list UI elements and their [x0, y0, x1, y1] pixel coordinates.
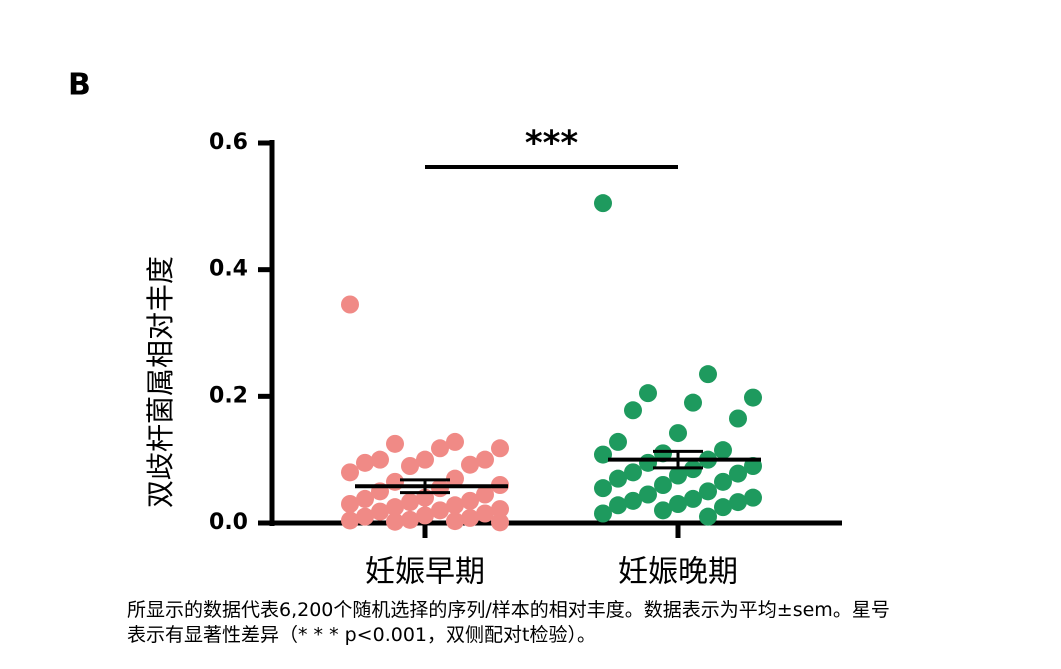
data-point: [594, 504, 612, 523]
data-point: [624, 463, 642, 482]
data-point: [416, 506, 434, 525]
data-point: [729, 409, 747, 428]
data-point: [609, 496, 627, 515]
caption: 所显示的数据代表6,200个随机选择的序列/样本的相对丰度。数据表示为平均±se…: [127, 598, 1057, 648]
data-point: [446, 496, 464, 515]
data-point: [609, 432, 627, 451]
data-point: [654, 476, 672, 494]
data-point: [594, 445, 612, 464]
data-point: [386, 512, 404, 531]
data-point: [416, 450, 434, 469]
data-point: [491, 500, 509, 519]
caption-line: 所显示的数据代表6,200个随机选择的序列/样本的相对丰度。数据表示为平均±se…: [127, 599, 890, 621]
data-point: [714, 472, 732, 491]
significance-label: ***: [525, 124, 579, 164]
data-point: [699, 507, 717, 526]
x-tick-label: 妊娠晚期: [618, 555, 738, 590]
data-point: [341, 463, 359, 482]
data-point: [476, 450, 494, 469]
data-point: [491, 439, 509, 458]
data-point: [609, 469, 627, 488]
y-tick-label: 0.2: [209, 383, 248, 408]
data-point: [401, 457, 419, 475]
data-point: [669, 424, 687, 443]
data-point: [699, 482, 717, 501]
data-point: [356, 489, 374, 508]
y-tick-label: 0.0: [209, 510, 248, 535]
data-point: [341, 295, 359, 314]
chart: B 双歧杆菌属相对丰度 0.0 0.2 0.4 0.6 妊娠早期 妊娠晚期 ***: [68, 68, 842, 590]
data-point: [684, 489, 702, 508]
data-point: [371, 450, 389, 469]
data-point: [476, 485, 494, 504]
data-point: [461, 455, 479, 474]
y-tick-label: 0.6: [209, 130, 248, 155]
data-point: [729, 493, 747, 512]
data-point: [684, 393, 702, 412]
data-point: [356, 453, 374, 472]
data-point: [491, 513, 509, 532]
data-point: [461, 508, 479, 527]
data-point: [624, 491, 642, 510]
data-point: [446, 512, 464, 531]
data-point: [729, 464, 747, 483]
data-point: [639, 384, 657, 403]
data-point: [386, 498, 404, 517]
data-point: [744, 388, 762, 407]
panel-label: B: [68, 68, 91, 103]
data-point: [714, 441, 732, 460]
data-point: [654, 501, 672, 520]
data-point: [461, 491, 479, 510]
caption-line: 表示有显著性差异（* * * p<0.001，双侧配对t检验）。: [127, 624, 596, 646]
data-point: [669, 466, 687, 485]
data-point: [624, 401, 642, 420]
data-point: [744, 488, 762, 507]
data-point: [446, 469, 464, 488]
data-point: [431, 439, 449, 458]
data-point: [594, 194, 612, 213]
data-point: [431, 501, 449, 520]
data-point: [639, 485, 657, 504]
data-point: [386, 434, 404, 453]
y-axis-label: 双歧杆菌属相对丰度: [144, 256, 177, 508]
data-point: [356, 507, 374, 526]
data-point: [699, 365, 717, 384]
data-point: [714, 498, 732, 517]
data-point: [594, 479, 612, 498]
data-point: [476, 504, 494, 523]
data-point: [371, 502, 389, 521]
data-point: [401, 510, 419, 529]
data-point: [446, 432, 464, 451]
data-point: [341, 511, 359, 530]
data-point: [669, 495, 687, 513]
data-point: [401, 493, 419, 512]
y-tick-label: 0.4: [209, 257, 248, 282]
data-point: [341, 495, 359, 513]
x-tick-label: 妊娠早期: [365, 555, 485, 590]
